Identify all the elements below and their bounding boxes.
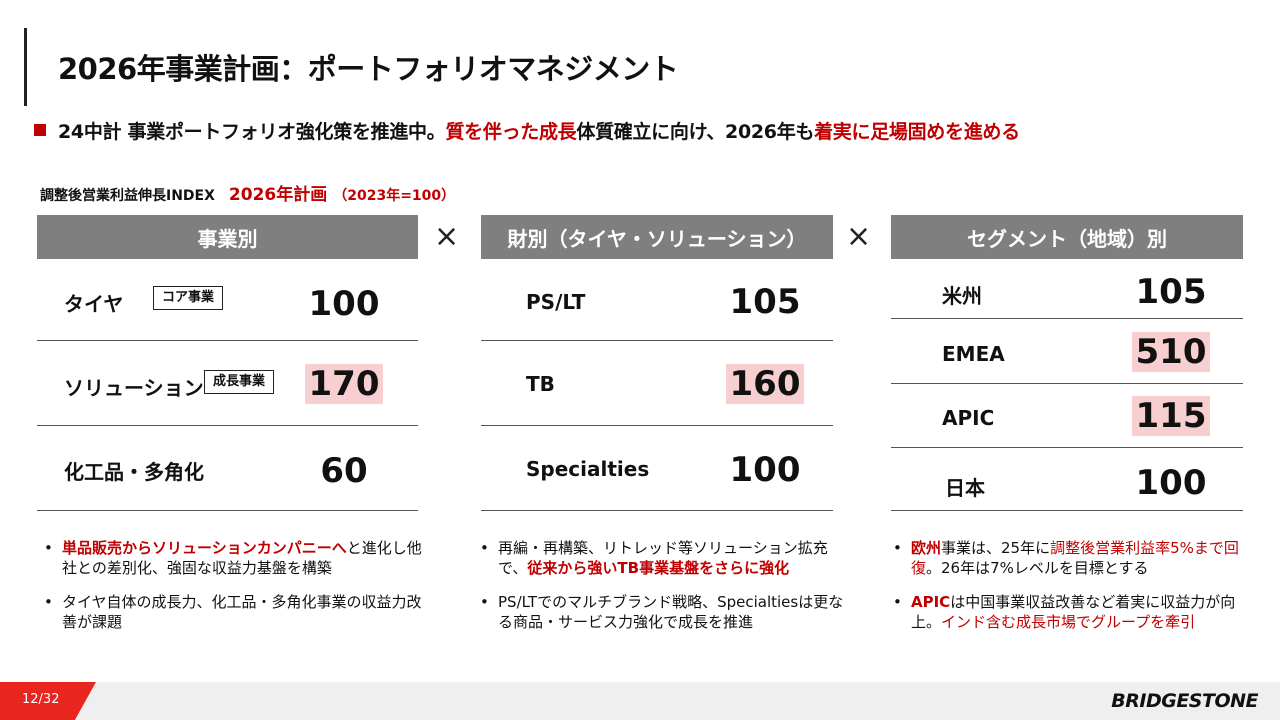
- index-plan: 2026年計画: [228, 185, 328, 205]
- bullet-highlight: 従来から強いTB事業基盤をさらに強化: [527, 559, 790, 577]
- row-label-apic: APIC: [942, 406, 995, 430]
- bullet-text: タイヤ自体の成長力、化工品・多角化事業の収益力改善が課題: [62, 593, 422, 631]
- row-divider: [37, 510, 418, 511]
- page-number: 12/32: [22, 692, 60, 707]
- bullet-item: 欧州事業は、25年に調整後営業利益率5%まで回復。26年は7%レベルを目標とする: [891, 538, 1261, 578]
- bullets-by-product: 再編・再構築、リトレッド等ソリューション拡充で、従来から強いTB事業基盤をさらに…: [478, 538, 848, 646]
- bridgestone-logo: BRIDGESTONE: [1111, 690, 1258, 712]
- multiply-icon: ×: [846, 219, 872, 254]
- value-pslt: 105: [729, 282, 801, 322]
- bullet-highlight: 調整後営業利益率5%まで回復: [911, 539, 1239, 577]
- lead-part2: 質を伴った成長: [445, 121, 577, 143]
- header-by-segment: セグメント（地域）別: [891, 215, 1243, 259]
- bullet-item: 再編・再構築、リトレッド等ソリューション拡充で、従来から強いTB事業基盤をさらに…: [478, 538, 848, 578]
- lead-part4: 着実に足場固めを進める: [814, 121, 1020, 143]
- bullet-text: PS/LTでのマルチブランド戦略、Specialtiesは更なる商品・サービス力…: [498, 593, 844, 631]
- tag-growth-business: 成長事業: [204, 370, 275, 394]
- bullet-square-icon: [34, 124, 46, 136]
- row-label-japan: 日本: [945, 476, 985, 500]
- header-by-business: 事業別: [37, 215, 418, 259]
- row-divider: [481, 340, 833, 341]
- value-emea: 510: [1132, 332, 1210, 372]
- bullet-highlight: 単品販売からソリューションカンパニーへ: [62, 539, 347, 557]
- lead-part3: 体質確立に向け、2026年も: [576, 121, 815, 143]
- page-title: 2026年事業計画：ポートフォリオマネジメント: [58, 52, 679, 86]
- bullet-highlight: APIC: [911, 593, 951, 611]
- row-label-americas: 米州: [942, 284, 982, 308]
- index-label-text: 調整後営業利益伸長INDEX: [40, 188, 215, 204]
- bullets-by-business: 単品販売からソリューションカンパニーへと進化し他社との差別化、強固な収益力基盤を…: [42, 538, 427, 646]
- row-divider: [37, 340, 418, 341]
- bullet-highlight: 欧州: [911, 539, 942, 557]
- row-divider: [37, 425, 418, 426]
- bullets-by-segment: 欧州事業は、25年に調整後営業利益率5%まで回復。26年は7%レベルを目標とする…: [891, 538, 1261, 646]
- row-label-diversified: 化工品・多角化: [64, 460, 204, 484]
- row-label-solution: ソリューション: [64, 376, 204, 400]
- index-base: （2023年=100）: [333, 188, 456, 204]
- value-solution: 170: [305, 364, 383, 404]
- tag-core-business: コア事業: [153, 286, 224, 310]
- value-japan: 100: [1135, 463, 1207, 503]
- row-label-tire: タイヤ: [64, 292, 124, 316]
- value-specialties: 100: [729, 450, 801, 490]
- row-divider: [481, 510, 833, 511]
- multiply-icon: ×: [434, 219, 460, 254]
- bullet-text: 再編・再構築、リトレッド等ソリューション拡充で、: [498, 539, 828, 577]
- bullet-item: APICは中国事業収益改善など着実に収益力が向上。インド含む成長市場でグループを…: [891, 592, 1261, 632]
- value-tb: 160: [726, 364, 804, 404]
- row-divider: [891, 447, 1243, 448]
- footer-bar: [0, 682, 1280, 720]
- bullet-item: 単品販売からソリューションカンパニーへと進化し他社との差別化、強固な収益力基盤を…: [42, 538, 427, 578]
- lead-message: 24中計 事業ポートフォリオ強化策を推進中。質を伴った成長体質確立に向け、202…: [58, 117, 1020, 144]
- row-label-specialties: Specialties: [526, 457, 650, 481]
- row-label-pslt: PS/LT: [526, 290, 586, 314]
- value-americas: 105: [1135, 272, 1207, 312]
- value-apic: 115: [1132, 396, 1210, 436]
- title-accent-bar: [24, 28, 27, 106]
- value-tire: 100: [308, 284, 380, 324]
- header-by-product: 財別（タイヤ・ソリューション）: [481, 215, 833, 259]
- row-divider: [481, 425, 833, 426]
- bullet-highlight: インド含む成長市場でグループを牽引: [941, 613, 1196, 631]
- row-divider: [891, 318, 1243, 319]
- bullet-item: タイヤ自体の成長力、化工品・多角化事業の収益力改善が課題: [42, 592, 427, 632]
- bullet-item: PS/LTでのマルチブランド戦略、Specialtiesは更なる商品・サービス力…: [478, 592, 848, 632]
- bullet-text: は中国事業収益改善など着実に収益力が向上。: [911, 593, 1236, 631]
- row-divider: [891, 383, 1243, 384]
- value-diversified: 60: [320, 451, 368, 491]
- bullet-text: 事業は、25年に: [941, 539, 1051, 557]
- row-label-emea: EMEA: [942, 342, 1005, 366]
- row-divider: [891, 510, 1243, 511]
- bullet-text: 。26年は7%レベルを目標とする: [926, 559, 1149, 577]
- row-label-tb: TB: [526, 372, 555, 396]
- index-label: 調整後営業利益伸長INDEX 2026年計画 （2023年=100）: [40, 180, 455, 205]
- lead-part1: 24中計 事業ポートフォリオ強化策を推進中。: [58, 121, 446, 143]
- bullet-text: と進化し他社との差別化、強固な収益力基盤を構築: [62, 539, 422, 577]
